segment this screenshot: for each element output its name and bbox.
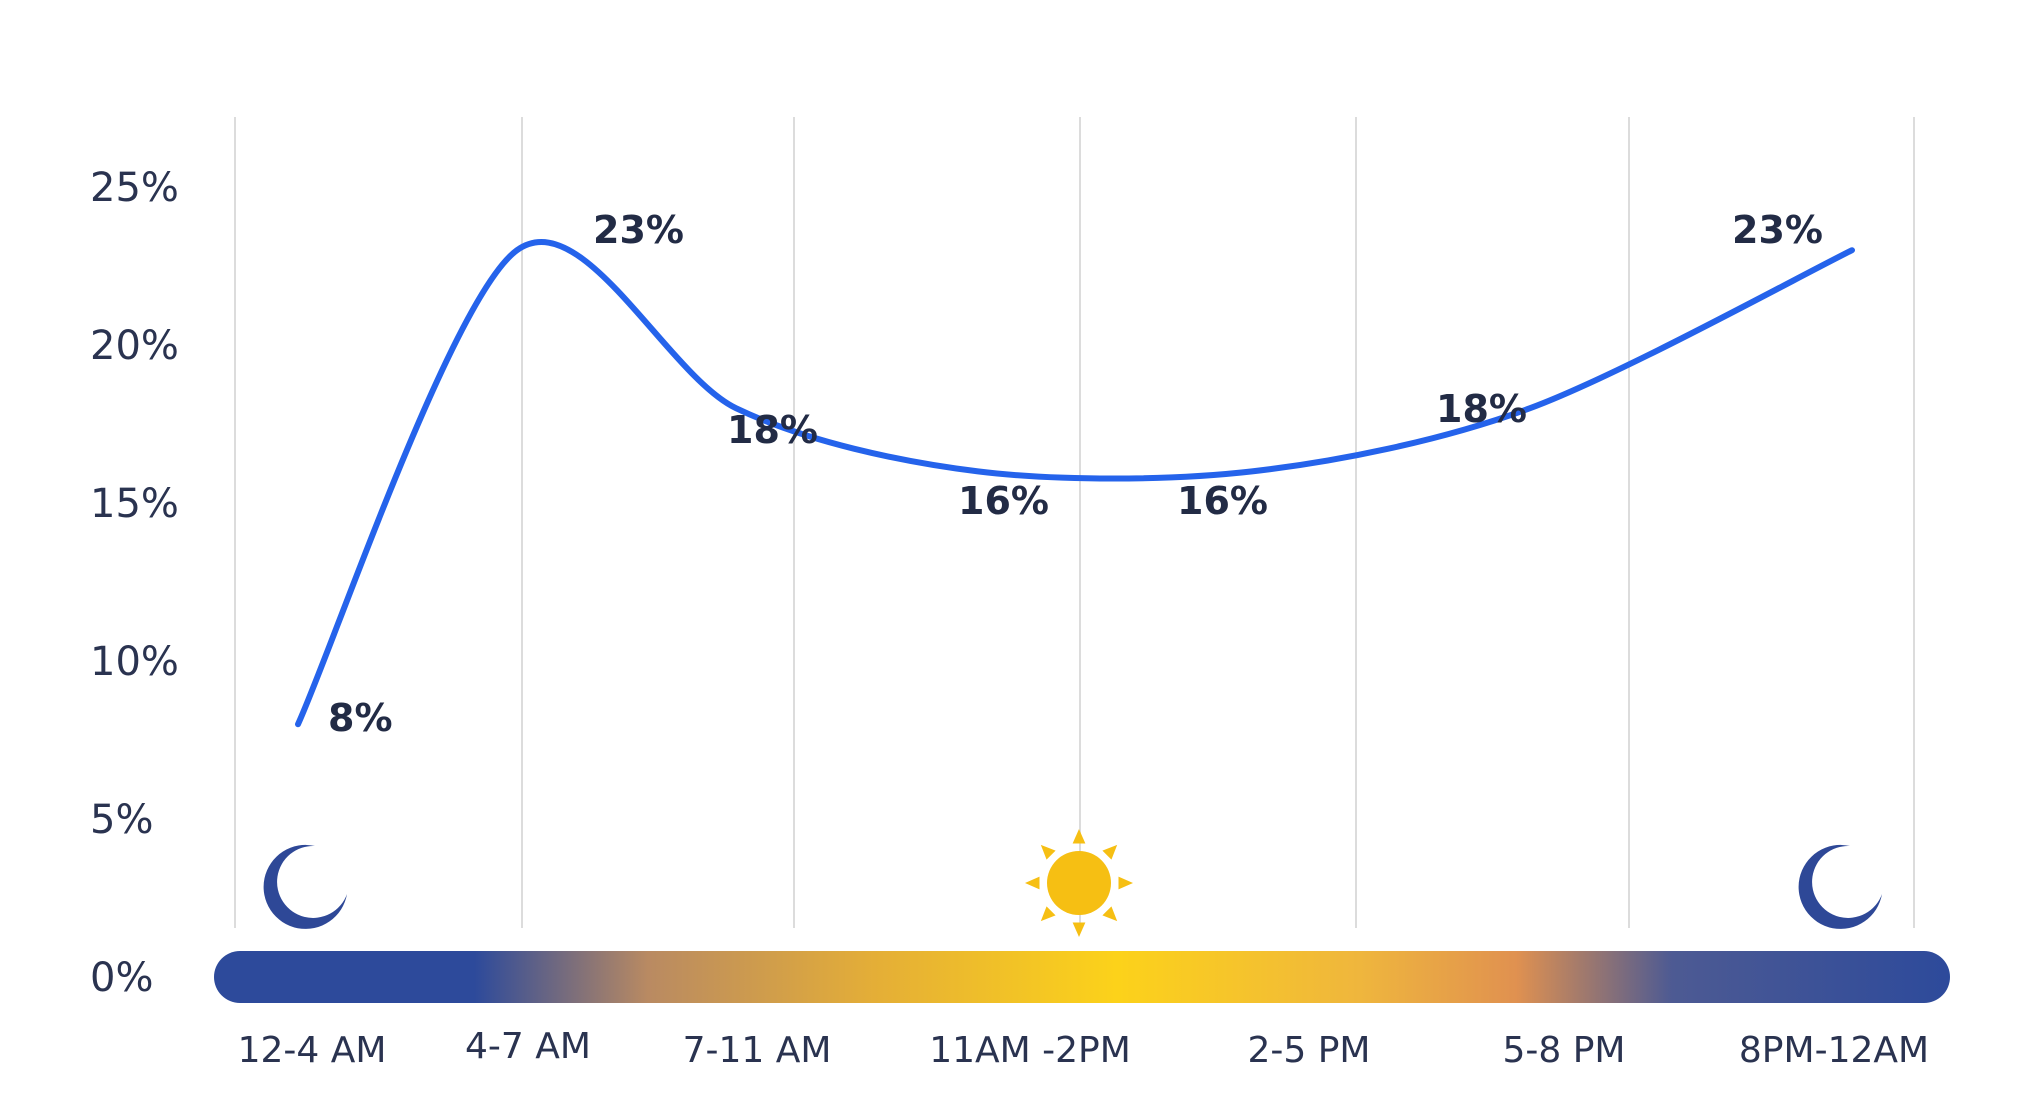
x-tick-label: 2-5 PM — [1247, 1030, 1370, 1071]
moon-icon — [1798, 844, 1882, 929]
series-line — [295, 239, 1855, 728]
sun-ray — [1025, 876, 1040, 890]
sun-icon — [1025, 829, 1133, 937]
sun-ray — [1072, 829, 1086, 844]
sun-ray — [1118, 876, 1133, 890]
x-tick-label: 8PM-12AM — [1739, 1030, 1929, 1071]
data-label: 23% — [1732, 208, 1823, 252]
data-label: 8% — [328, 696, 393, 740]
data-label: 18% — [727, 408, 818, 452]
y-tick-label: 5% — [90, 797, 153, 843]
y-tick-label: 0% — [90, 955, 153, 1001]
y-tick-label: 25% — [90, 165, 179, 211]
x-axis-ticks: 12-4 AM 4-7 AM 7-11 AM 11AM -2PM 2-5 PM 5-8 P… — [238, 1026, 1930, 1071]
data-label: 16% — [958, 479, 1049, 523]
moon-shape — [1798, 844, 1882, 929]
sun-ray — [1040, 906, 1056, 922]
time-of-day-gradient-bar — [214, 951, 1950, 1003]
grid-lines — [234, 117, 1915, 928]
y-tick-label: 10% — [90, 639, 179, 685]
moon-icon — [263, 844, 347, 929]
sun-core — [1047, 851, 1111, 915]
x-tick-label: 7-11 AM — [683, 1030, 832, 1071]
moon-shape — [263, 844, 347, 929]
sun-ray — [1102, 906, 1118, 922]
y-axis-ticks: 0% 5% 10% 15% 20% 25% — [90, 165, 179, 1001]
data-label: 16% — [1177, 479, 1268, 523]
data-label: 18% — [1436, 387, 1527, 431]
sun-ray — [1040, 844, 1056, 860]
x-tick-label: 12-4 AM — [238, 1030, 387, 1071]
x-tick-label: 5-8 PM — [1502, 1030, 1625, 1071]
x-tick-label: 11AM -2PM — [929, 1030, 1131, 1071]
y-tick-label: 20% — [90, 323, 179, 369]
y-tick-label: 15% — [90, 481, 179, 527]
time-of-day-icons — [263, 829, 1882, 937]
x-tick-label: 4-7 AM — [465, 1026, 591, 1067]
data-labels: 8% 23% 18% 16% 16% 18% 23% — [328, 208, 1823, 740]
sun-ray — [1102, 844, 1118, 860]
data-label: 23% — [593, 208, 684, 252]
sun-ray — [1072, 922, 1086, 937]
series-line-path — [295, 239, 1855, 728]
